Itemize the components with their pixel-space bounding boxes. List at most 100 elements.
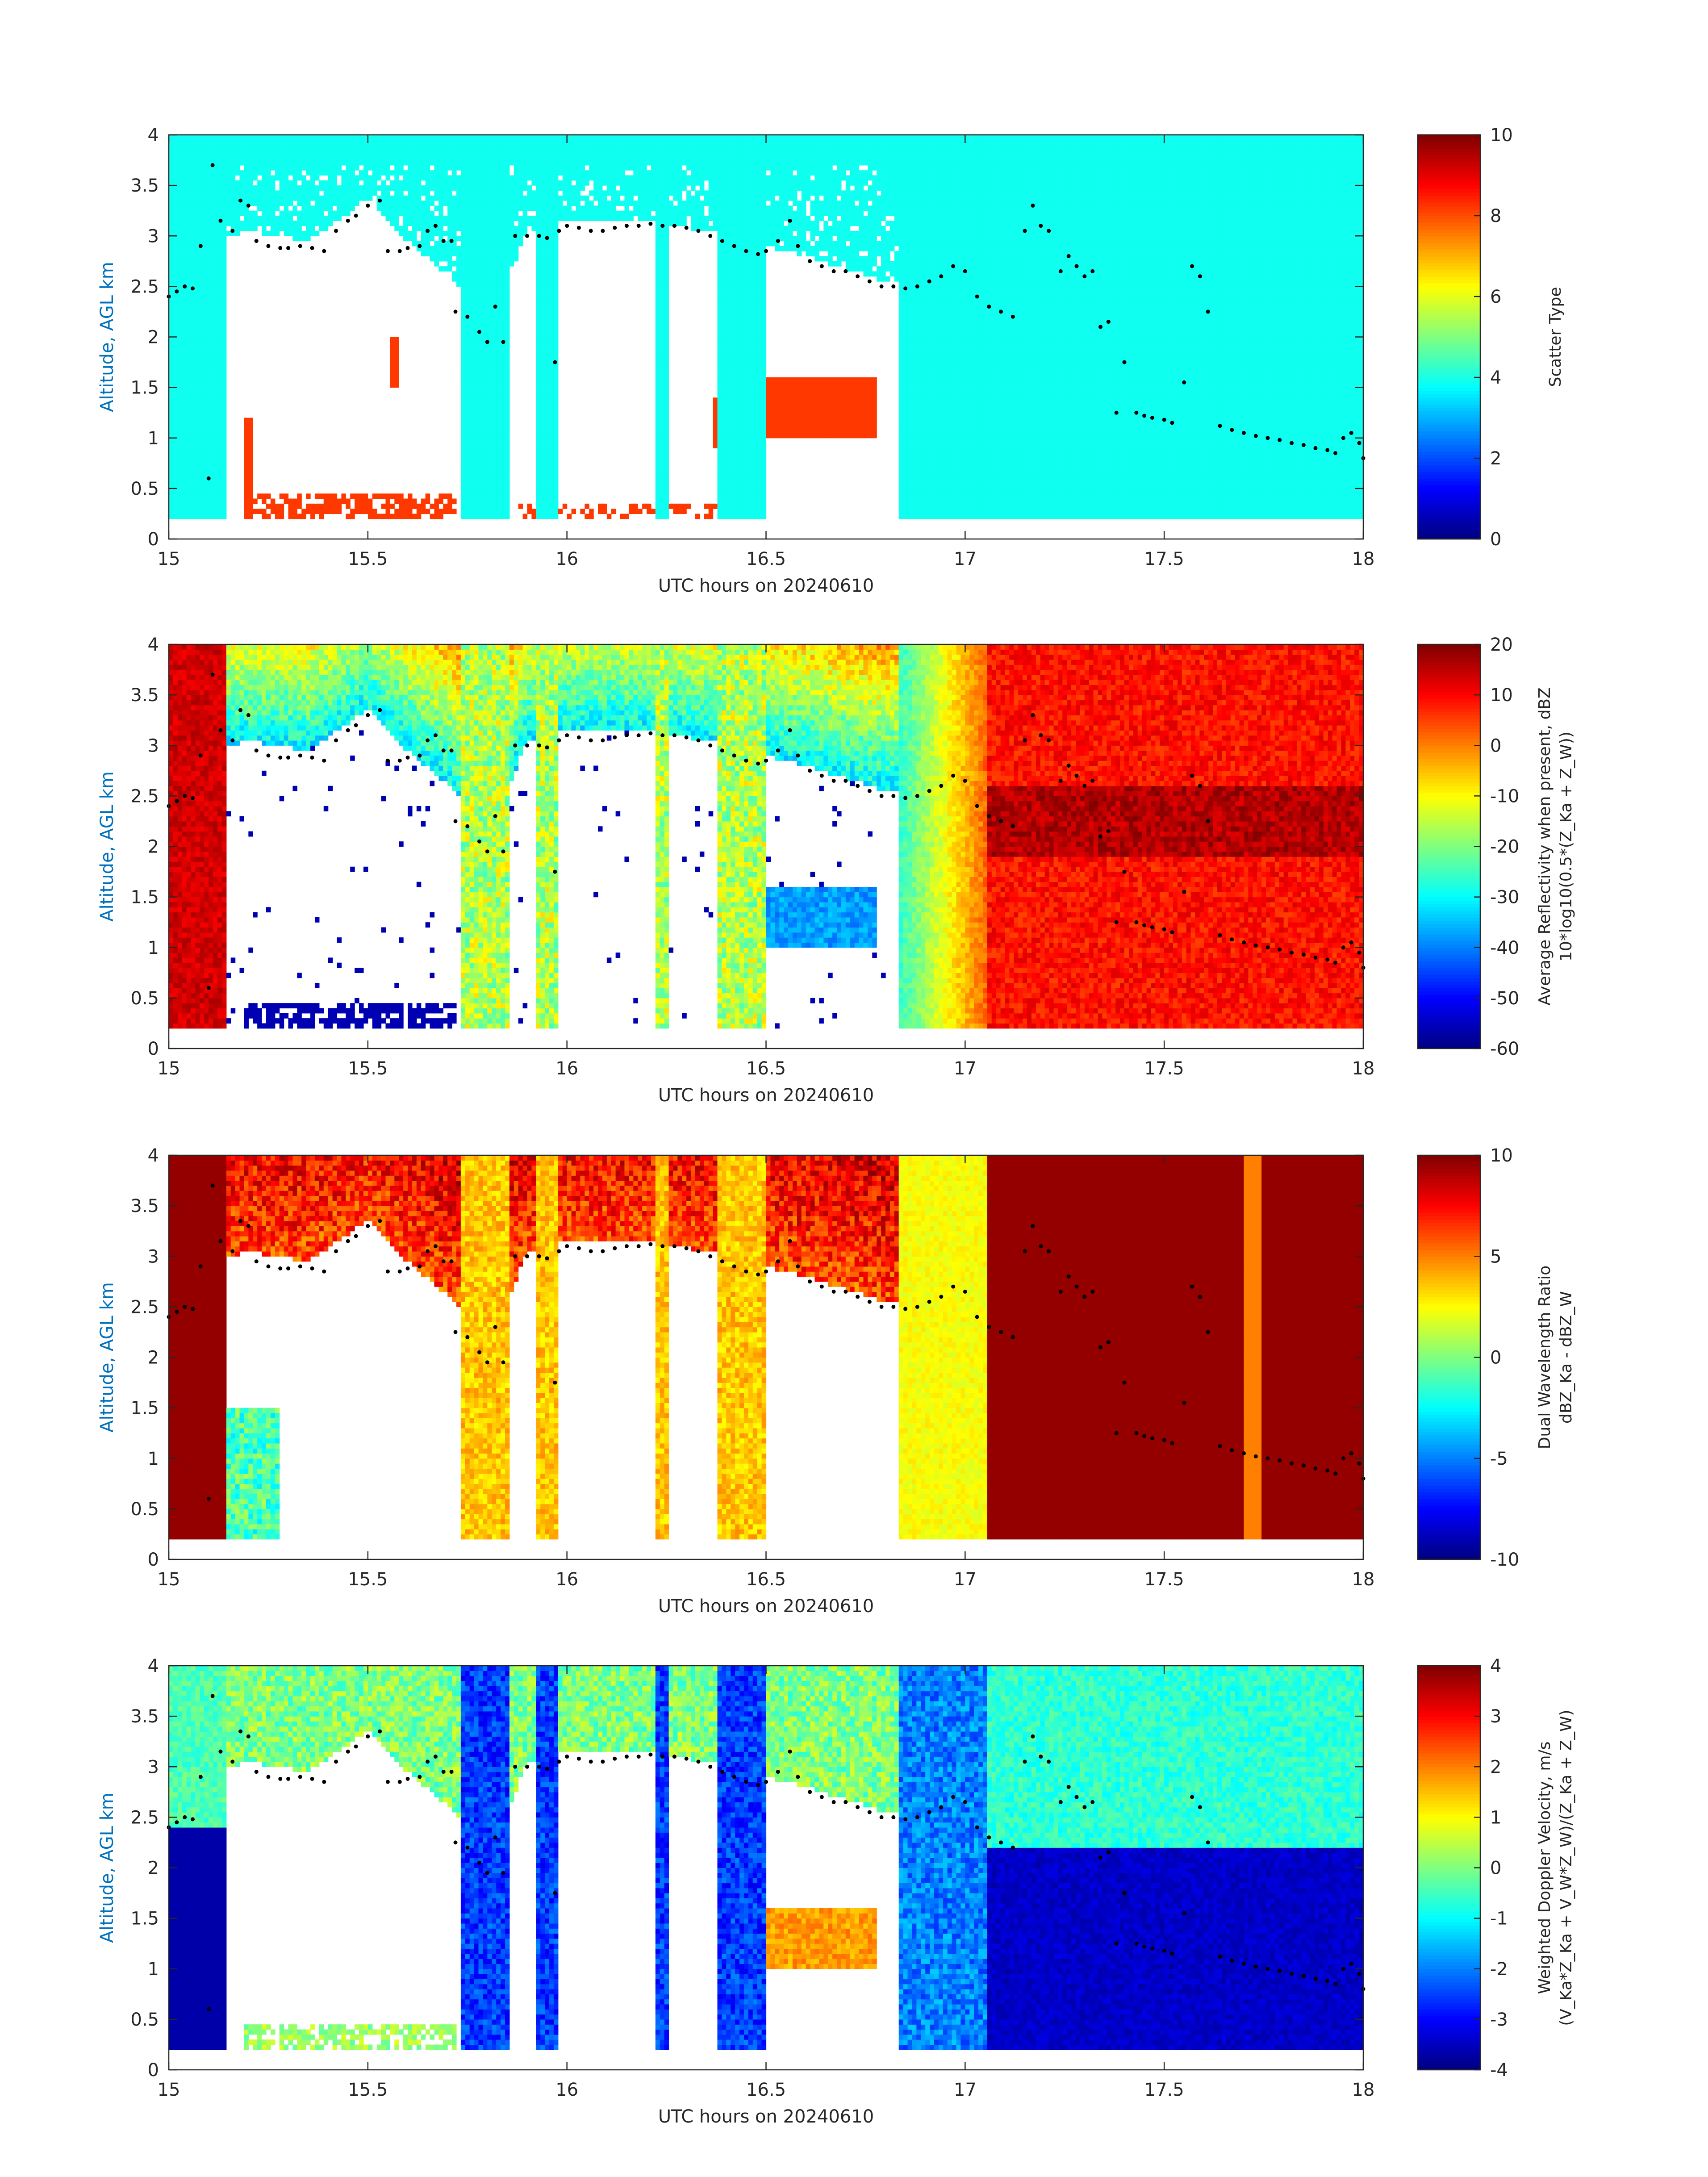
heatmap-cell <box>319 170 324 175</box>
heatmap-cell <box>226 190 231 196</box>
heatmap-cell <box>465 241 470 247</box>
heatmap-cell <box>169 377 174 383</box>
heatmap-cell <box>195 443 200 448</box>
heatmap-cell <box>487 327 492 332</box>
heatmap-cell <box>209 509 213 514</box>
heatmap-cell <box>496 362 501 368</box>
heatmap-cell <box>292 180 297 186</box>
heatmap-cell <box>213 463 218 468</box>
heatmap-cell <box>248 216 253 221</box>
heatmap-cell <box>461 504 466 509</box>
heatmap-cell <box>470 458 475 464</box>
heatmap-cell <box>483 160 488 166</box>
heatmap-cell <box>421 251 426 256</box>
heatmap-cell <box>505 211 510 216</box>
heatmap-cell <box>487 205 492 211</box>
heatmap-cell <box>426 499 430 504</box>
heatmap-cell <box>483 170 488 175</box>
heatmap-cell <box>222 423 227 428</box>
heatmap-cell <box>487 489 492 494</box>
heatmap-cell <box>487 493 492 499</box>
heatmap-cell <box>474 388 479 393</box>
heatmap-cell <box>191 205 196 211</box>
heatmap-cell <box>465 185 470 191</box>
heatmap-cell <box>226 170 231 175</box>
heatmap-cell <box>244 190 249 196</box>
heatmap-cell <box>280 185 284 191</box>
heatmap-cell <box>421 155 426 160</box>
heatmap-cell <box>231 175 236 181</box>
heatmap-cell <box>426 241 430 247</box>
heatmap-cell <box>487 509 492 514</box>
heatmap-cell <box>417 185 422 191</box>
heatmap-cell <box>421 504 426 509</box>
heatmap-cell <box>461 312 466 317</box>
heatmap-cell <box>474 251 479 256</box>
heatmap-cell <box>328 493 333 499</box>
heatmap-cell <box>501 499 505 504</box>
heatmap-cell <box>461 458 466 464</box>
heatmap-cell <box>191 236 196 241</box>
heatmap-cell <box>487 292 492 297</box>
heatmap-cell <box>213 246 218 251</box>
heatmap-cell <box>496 473 501 479</box>
heatmap-cell <box>390 337 395 343</box>
heatmap-cell <box>222 403 227 408</box>
heatmap-cell <box>438 509 443 514</box>
heatmap-cell <box>328 135 333 140</box>
heatmap-cell <box>408 160 413 166</box>
heatmap-cell <box>187 276 192 282</box>
heatmap-cell <box>434 140 439 145</box>
heatmap-cell <box>200 443 205 448</box>
heatmap-cell <box>487 463 492 468</box>
heatmap-cell <box>253 221 258 226</box>
heatmap-cell <box>368 155 373 160</box>
heatmap-cell <box>359 196 364 201</box>
heatmap-cell <box>430 175 435 181</box>
heatmap-cell <box>483 196 488 201</box>
heatmap-cell <box>173 216 178 221</box>
heatmap-cell <box>209 175 213 181</box>
heatmap-cell <box>479 499 484 504</box>
heatmap-cell <box>479 196 484 201</box>
heatmap-cell <box>487 180 492 186</box>
heatmap-cell <box>182 155 187 160</box>
heatmap-cell <box>191 408 196 413</box>
heatmap-cell <box>461 362 466 368</box>
heatmap-cell <box>297 190 302 196</box>
heatmap-cell <box>505 256 510 262</box>
heatmap-cell <box>187 493 192 499</box>
heatmap-cell <box>217 155 222 160</box>
heatmap-cell <box>501 150 505 155</box>
heatmap-cell <box>443 251 448 256</box>
heatmap-cell <box>257 509 262 514</box>
heatmap-cell <box>235 170 240 175</box>
heatmap-cell <box>377 514 382 519</box>
heatmap-cell <box>191 372 196 378</box>
heatmap-cell <box>217 362 222 368</box>
heatmap-cell <box>403 155 408 160</box>
heatmap-cell <box>501 201 505 206</box>
heatmap-cell <box>187 397 192 403</box>
heatmap-cell <box>417 135 422 140</box>
heatmap-cell <box>217 297 222 302</box>
heatmap-cell <box>182 301 187 307</box>
heatmap-cell <box>408 499 413 504</box>
heatmap-cell <box>461 145 466 150</box>
heatmap-cell <box>346 160 351 166</box>
heatmap-cell <box>209 468 213 474</box>
heatmap-cell <box>505 322 510 327</box>
heatmap-cell <box>492 236 497 241</box>
heatmap-cell <box>191 453 196 459</box>
heatmap-cell <box>324 205 329 211</box>
heatmap-cell <box>204 246 209 251</box>
heatmap-cell <box>187 251 192 256</box>
heatmap-cell <box>195 145 200 150</box>
heatmap-cell <box>479 484 484 489</box>
heatmap-cell <box>222 504 227 509</box>
heatmap-cell <box>213 175 218 181</box>
heatmap-cell <box>217 484 222 489</box>
heatmap-cell <box>341 201 346 206</box>
heatmap-cell <box>381 135 386 140</box>
heatmap-cell <box>492 251 497 256</box>
